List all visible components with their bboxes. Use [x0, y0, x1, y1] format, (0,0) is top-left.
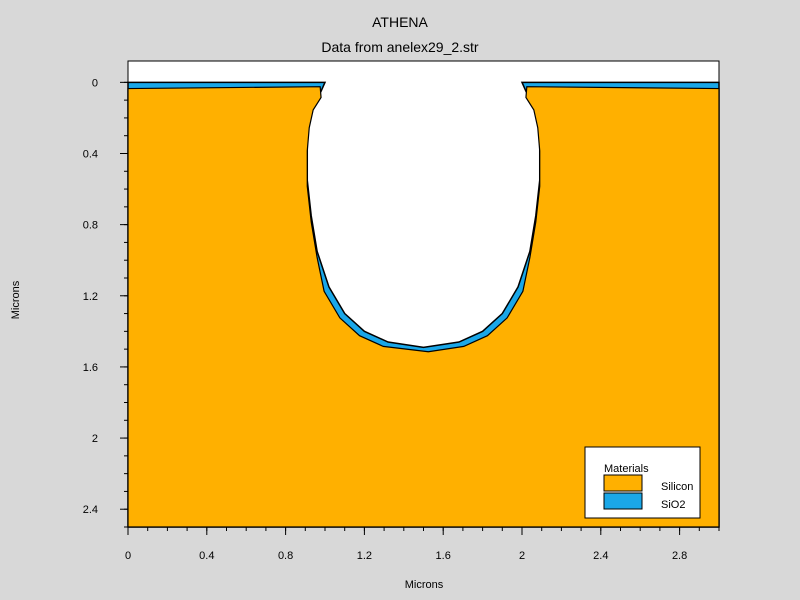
- axes: 0 0.4 0.8 1.2 1.6 2 2.4 2.8 0 0.4 0.8 1.2 1.6 2 2.4: [83, 60, 720, 562]
- x-tick-label: 1.6: [436, 550, 451, 562]
- x-tick-label: 0: [125, 550, 131, 562]
- legend: Materials Silicon SiO2: [584, 446, 701, 519]
- x-tick-label: 2.8: [672, 550, 687, 562]
- y-tick-label: 0: [92, 77, 98, 89]
- y-tick-label: 0.8: [83, 220, 98, 232]
- chart-title: ATHENA: [372, 14, 428, 30]
- legend-swatch-silicon: [603, 474, 643, 492]
- legend-label-silicon: Silicon: [661, 481, 693, 493]
- x-tick-label: 2: [519, 550, 525, 562]
- y-tick-label: 0.4: [83, 148, 98, 160]
- silicon-region: [127, 86, 720, 528]
- y-tick-label: 1.6: [83, 362, 98, 374]
- legend-label-sio2: SiO2: [661, 499, 685, 511]
- y-axis-title: Microns: [10, 280, 22, 319]
- chart-subtitle: Data from anelex29_2.str: [321, 39, 479, 55]
- x-axis-title: Microns: [405, 579, 444, 591]
- legend-swatch-sio2: [603, 492, 643, 510]
- y-tick-label: 1.2: [83, 291, 98, 303]
- legend-title: Materials: [604, 463, 649, 475]
- x-tick-label: 1.2: [357, 550, 372, 562]
- y-tick-label: 2.4: [83, 504, 98, 516]
- plot-area: [127, 61, 720, 528]
- x-tick-label: 0.4: [199, 550, 214, 562]
- x-tick-label: 2.4: [593, 550, 608, 562]
- x-tick-label: 0.8: [278, 550, 293, 562]
- y-tick-label: 2: [92, 433, 98, 445]
